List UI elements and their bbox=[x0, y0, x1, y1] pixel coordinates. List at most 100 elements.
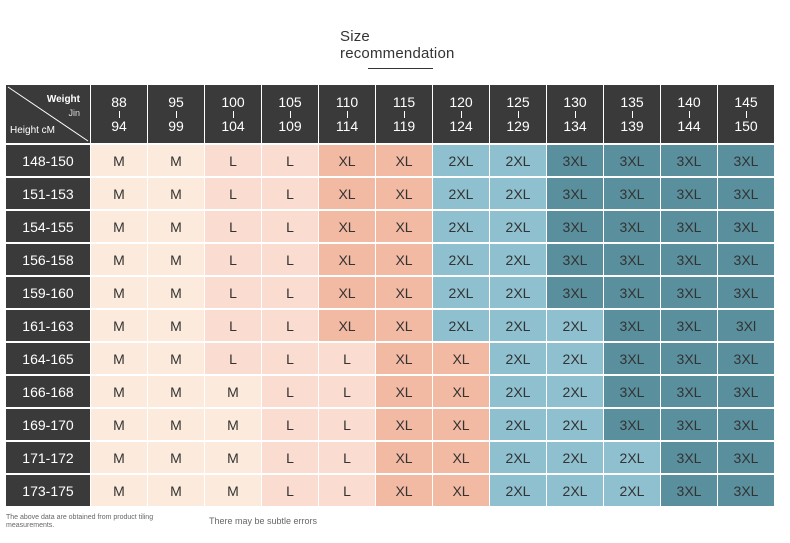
weight-range-min: 125 bbox=[506, 93, 530, 110]
size-cell: L bbox=[319, 475, 375, 506]
weight-column-header: 140 144 bbox=[661, 85, 717, 143]
weight-range-max: 144 bbox=[677, 117, 701, 134]
weight-range-max: 124 bbox=[449, 117, 473, 134]
range-separator bbox=[118, 110, 120, 118]
size-cell: M bbox=[91, 475, 147, 506]
size-cell: 2XL bbox=[547, 442, 603, 473]
weight-range-min: 120 bbox=[449, 93, 473, 110]
weight-axis-label: Weight bbox=[46, 94, 80, 105]
size-cell: XL bbox=[433, 442, 489, 473]
size-cell: 2XL bbox=[604, 442, 660, 473]
weight-range-min: 130 bbox=[563, 93, 587, 110]
weight-column-header: 105 109 bbox=[262, 85, 318, 143]
range-separator bbox=[289, 110, 291, 118]
weight-range-max: 99 bbox=[168, 117, 184, 134]
size-cell: M bbox=[148, 310, 204, 341]
size-cell: L bbox=[205, 310, 261, 341]
weight-column-header: 110 114 bbox=[319, 85, 375, 143]
weight-range-max: 114 bbox=[335, 117, 359, 134]
size-cell: XL bbox=[376, 343, 432, 374]
size-cell: L bbox=[205, 277, 261, 308]
size-cell: L bbox=[262, 277, 318, 308]
weight-range-max: 94 bbox=[111, 117, 127, 134]
size-cell: M bbox=[148, 409, 204, 440]
size-cell: 3XL bbox=[661, 178, 717, 209]
size-cell: 3XL bbox=[604, 244, 660, 275]
size-cell: 2XL bbox=[433, 145, 489, 176]
size-cell: 2XL bbox=[490, 442, 546, 473]
size-cell: 2XL bbox=[490, 277, 546, 308]
size-cell: M bbox=[91, 442, 147, 473]
size-cell: M bbox=[148, 178, 204, 209]
size-cell: XL bbox=[319, 277, 375, 308]
size-cell: XL bbox=[433, 376, 489, 407]
size-cell: M bbox=[91, 343, 147, 374]
size-cell: L bbox=[205, 211, 261, 242]
size-cell: XL bbox=[319, 145, 375, 176]
size-cell: M bbox=[205, 376, 261, 407]
size-cell: 3XL bbox=[547, 277, 603, 308]
size-cell: L bbox=[262, 145, 318, 176]
size-cell: 3XL bbox=[718, 244, 774, 275]
size-cell: L bbox=[205, 178, 261, 209]
height-row-label: 173-175 bbox=[6, 475, 90, 506]
size-cell: M bbox=[91, 277, 147, 308]
weight-column-header: 95 99 bbox=[148, 85, 204, 143]
weight-range-min: 115 bbox=[392, 93, 416, 110]
size-cell: L bbox=[262, 475, 318, 506]
size-cell: 3XL bbox=[547, 178, 603, 209]
size-cell: XL bbox=[376, 178, 432, 209]
weight-range-min: 135 bbox=[620, 93, 644, 110]
size-cell: 2XL bbox=[547, 409, 603, 440]
weight-range-max: 129 bbox=[506, 117, 530, 134]
size-cell: 2XL bbox=[433, 211, 489, 242]
weight-column-header: 115 119 bbox=[376, 85, 432, 143]
size-cell: M bbox=[148, 376, 204, 407]
size-cell: L bbox=[205, 343, 261, 374]
size-cell: XL bbox=[376, 244, 432, 275]
size-cell: 2XL bbox=[547, 376, 603, 407]
size-cell: M bbox=[91, 145, 147, 176]
weight-range-max: 134 bbox=[563, 117, 587, 134]
range-separator bbox=[745, 110, 747, 118]
size-cell: M bbox=[91, 178, 147, 209]
table-corner-header: Weight Jin Height cM bbox=[6, 85, 90, 143]
range-separator bbox=[688, 110, 690, 118]
size-cell: L bbox=[262, 178, 318, 209]
size-cell: 3XL bbox=[718, 376, 774, 407]
title-line-2: recommendation bbox=[340, 45, 455, 62]
size-cell: 3XL bbox=[547, 244, 603, 275]
size-cell: 2XL bbox=[490, 475, 546, 506]
weight-range-min: 95 bbox=[168, 93, 184, 110]
height-row-label: 161-163 bbox=[6, 310, 90, 341]
height-row-label: 164-165 bbox=[6, 343, 90, 374]
size-cell: L bbox=[205, 145, 261, 176]
size-cell: XL bbox=[319, 244, 375, 275]
weight-unit-label: Jin bbox=[68, 108, 80, 118]
size-cell: 2XL bbox=[490, 145, 546, 176]
size-cell: M bbox=[205, 409, 261, 440]
size-cell: L bbox=[262, 244, 318, 275]
size-cell: 3XL bbox=[661, 475, 717, 506]
size-cell: XL bbox=[376, 145, 432, 176]
size-cell: 3Xl bbox=[718, 310, 774, 341]
page-title: Size recommendation bbox=[340, 28, 455, 62]
size-cell: 3XL bbox=[604, 376, 660, 407]
height-row-label: 154-155 bbox=[6, 211, 90, 242]
size-cell: L bbox=[262, 409, 318, 440]
size-cell: M bbox=[91, 244, 147, 275]
size-cell: M bbox=[148, 145, 204, 176]
height-row-label: 169-170 bbox=[6, 409, 90, 440]
size-cell: XL bbox=[376, 376, 432, 407]
size-chart-table: Weight Jin Height cM 88 94 95 99 100 104 105 10… bbox=[6, 85, 779, 506]
size-cell: XL bbox=[376, 442, 432, 473]
size-cell: L bbox=[319, 343, 375, 374]
size-cell: 3XL bbox=[661, 409, 717, 440]
size-cell: 2XL bbox=[547, 343, 603, 374]
weight-range-max: 104 bbox=[221, 117, 245, 134]
range-separator bbox=[517, 110, 519, 118]
size-cell: 2XL bbox=[490, 211, 546, 242]
size-cell: 2XL bbox=[547, 310, 603, 341]
weight-range-max: 139 bbox=[620, 117, 644, 134]
weight-column-header: 125 129 bbox=[490, 85, 546, 143]
